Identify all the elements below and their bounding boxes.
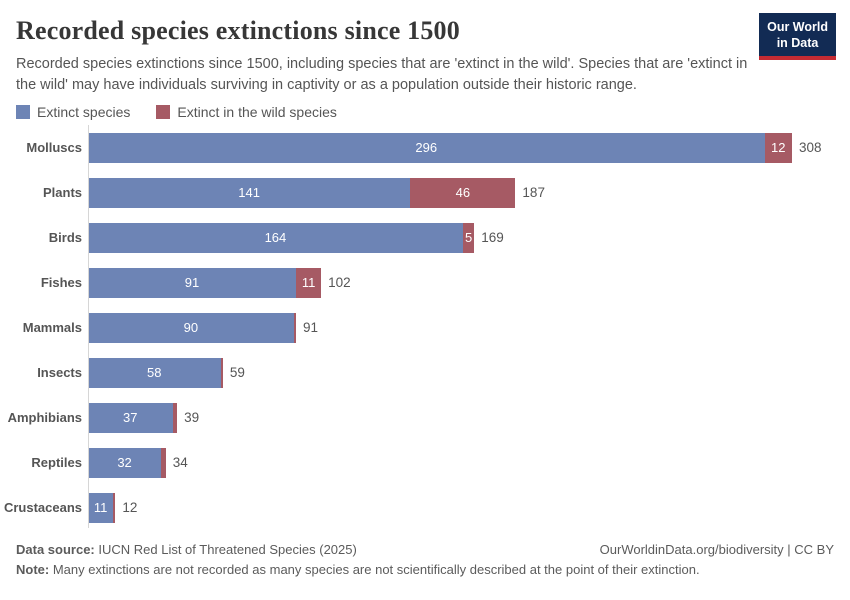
- bar-row: Mammals 90 91: [0, 313, 850, 344]
- category-label: Birds: [48, 230, 82, 246]
- y-axis-line: [88, 125, 89, 529]
- total-value-label: 102: [328, 275, 351, 291]
- extinct-bar-segment[interactable]: 37: [88, 403, 173, 434]
- category-label: Amphibians: [7, 410, 82, 426]
- extinct-value-label: 32: [117, 455, 132, 471]
- note: Note: Many extinctions are not recorded …: [16, 562, 834, 577]
- legend: Extinct species Extinct in the wild spec…: [16, 104, 834, 120]
- extinct-value-label: 164: [264, 230, 287, 246]
- data-source-label: Data source:: [16, 542, 95, 558]
- bar-row: Plants 141 46 187: [0, 178, 850, 209]
- category-label: Fishes: [40, 275, 82, 291]
- extinct-value-label: 11: [93, 500, 108, 516]
- legend-item-extinct-in-wild[interactable]: Extinct in the wild species: [156, 104, 337, 120]
- bar-row: Molluscs 296 12 308: [0, 133, 850, 164]
- chart-subtitle: Recorded species extinctions since 1500,…: [16, 56, 748, 93]
- bar-row: Birds 164 5 169: [0, 223, 850, 254]
- bar-row: Crustaceans 11 12: [0, 493, 850, 524]
- total-value-label: 59: [229, 365, 245, 381]
- category-label: Mammals: [22, 320, 82, 336]
- extinct-bar-segment[interactable]: 296: [88, 133, 765, 164]
- extinct-in-wild-bar-segment[interactable]: [161, 448, 166, 479]
- data-source-text: IUCN Red List of Threatened Species (202…: [94, 542, 357, 558]
- bar-plot: 11 12: [88, 493, 850, 524]
- category-label: Molluscs: [26, 140, 82, 156]
- extinct-species-swatch-icon: [16, 105, 30, 120]
- extinct-in-wild-value-label: 11: [301, 275, 316, 291]
- extinct-in-wild-swatch-icon: [156, 105, 171, 120]
- bar-plot: 58 59: [88, 358, 850, 389]
- extinct-value-label: 141: [238, 185, 260, 201]
- extinct-value-label: 90: [183, 320, 199, 336]
- bar-rows: Molluscs 296 12 308 Plants 141 46 187 Birds 164 5 1…: [0, 133, 850, 524]
- extinct-bar-segment[interactable]: 32: [88, 448, 162, 479]
- bar-plot: 141 46 187: [88, 178, 850, 209]
- extinct-value-label: 296: [415, 140, 438, 156]
- owid-link[interactable]: OurWorldinData.org/biodiversity | CC BY: [599, 542, 834, 558]
- bar-plot: 90 91: [88, 313, 850, 344]
- bar-plot: 37 39: [88, 403, 850, 434]
- owid-logo-line2: in Data: [776, 36, 819, 51]
- extinct-bar-segment[interactable]: 164: [88, 223, 463, 254]
- extinct-in-wild-bar-segment[interactable]: [220, 358, 223, 389]
- extinct-in-wild-bar-segment[interactable]: [172, 403, 178, 434]
- total-value-label: 308: [798, 140, 822, 156]
- extinct-in-wild-bar-segment[interactable]: 11: [296, 268, 322, 299]
- extinct-bar-segment[interactable]: 91: [88, 268, 296, 299]
- bar-row: Reptiles 32 34: [0, 448, 850, 479]
- extinct-bar-segment[interactable]: 58: [88, 358, 221, 389]
- category-label: Reptiles: [31, 455, 82, 471]
- legend-item-extinct[interactable]: Extinct species: [16, 104, 130, 120]
- note-label: Note:: [16, 562, 50, 578]
- extinct-in-wild-bar-segment[interactable]: [293, 313, 296, 344]
- extinct-in-wild-bar-segment[interactable]: 12: [764, 133, 792, 164]
- category-label: Insects: [37, 365, 82, 381]
- chart-page: Recorded species extinctions since 1500 …: [0, 13, 850, 577]
- extinct-bar-segment[interactable]: 11: [88, 493, 114, 524]
- bar-row: Amphibians 37 39: [0, 403, 850, 434]
- extinct-in-wild-value-label: 12: [771, 140, 786, 156]
- extinct-bar-segment[interactable]: 141: [88, 178, 411, 209]
- category-label: Plants: [42, 185, 82, 201]
- footer: Data source: IUCN Red List of Threatened…: [0, 542, 850, 577]
- extinct-in-wild-bar-segment[interactable]: 5: [462, 223, 475, 254]
- owid-logo[interactable]: Our World in Data: [759, 13, 836, 60]
- total-value-label: 34: [172, 455, 188, 471]
- extinct-bar-segment[interactable]: 90: [88, 313, 294, 344]
- header: Recorded species extinctions since 1500 …: [0, 13, 850, 120]
- bar-chart: Molluscs 296 12 308 Plants 141 46 187 Birds 164 5 1…: [0, 125, 850, 529]
- bar-plot: 164 5 169: [88, 223, 850, 254]
- note-text: Many extinctions are not recorded as man…: [49, 562, 700, 578]
- bar-plot: 32 34: [88, 448, 850, 479]
- total-value-label: 169: [481, 230, 504, 246]
- extinct-value-label: 91: [184, 275, 200, 291]
- total-value-label: 187: [522, 185, 545, 201]
- extinct-value-label: 58: [147, 365, 162, 381]
- extinct-in-wild-value-label: 46: [455, 185, 471, 201]
- total-value-label: 39: [184, 410, 200, 426]
- bar-plot: 91 11 102: [88, 268, 850, 299]
- total-value-label: 12: [122, 500, 138, 516]
- data-source: Data source: IUCN Red List of Threatened…: [16, 542, 357, 557]
- extinct-in-wild-bar-segment[interactable]: [113, 493, 116, 524]
- bar-row: Insects 58 59: [0, 358, 850, 389]
- extinct-in-wild-bar-segment[interactable]: 46: [410, 178, 516, 209]
- bar-plot: 296 12 308: [88, 133, 850, 164]
- extinct-value-label: 37: [123, 410, 138, 426]
- page-title: Recorded species extinctions since 1500: [16, 16, 460, 45]
- category-label: Crustaceans: [3, 500, 82, 516]
- total-value-label: 91: [302, 320, 319, 336]
- legend-label: Extinct in the wild species: [177, 104, 337, 121]
- legend-label: Extinct species: [37, 104, 131, 121]
- bar-row: Fishes 91 11 102: [0, 268, 850, 299]
- extinct-in-wild-value-label: 5: [464, 230, 473, 246]
- owid-logo-line1: Our World: [767, 20, 828, 34]
